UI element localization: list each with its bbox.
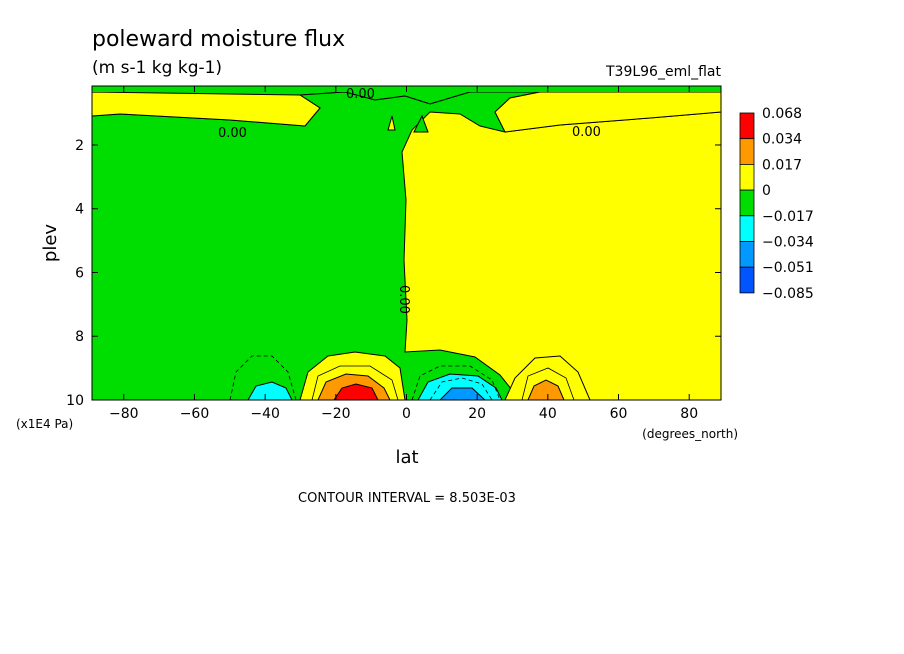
- chart-subtitle: (m s-1 kg kg-1): [92, 58, 222, 78]
- colorbar-swatch: [739, 163, 755, 191]
- y-tick-label: 2: [75, 138, 84, 154]
- solid-contours: [311, 365, 575, 400]
- colorbar-level-label: −0.017: [762, 209, 814, 225]
- contour-label-2: 0.00: [572, 125, 601, 140]
- negative-core-north: [417, 373, 503, 400]
- y-tick-label: 6: [75, 265, 84, 281]
- colorbar-swatch: [739, 266, 755, 294]
- positive-region-top-right: [494, 91, 721, 133]
- x-tick-label: 0: [402, 406, 411, 422]
- negative-core-north-inner: [439, 387, 486, 400]
- contour-labels: 0.00 0.00 0.00 0.00: [218, 87, 601, 314]
- y-axis-units: (x1E4 Pa): [16, 417, 73, 431]
- chart-title: poleward moisture flux: [92, 27, 345, 52]
- x-axis-units: (degrees_north): [642, 427, 738, 441]
- small-patch-a: [387, 115, 396, 131]
- positive-region-top-left: [92, 91, 321, 127]
- positive-core-north: [527, 379, 565, 400]
- contour-label-3: 0.00: [346, 87, 375, 102]
- y-tick-label: 8: [75, 329, 84, 345]
- colorbar-level-label: 0.068: [762, 106, 802, 122]
- contour-interval-note: CONTOUR INTERVAL = 8.503E-03: [298, 491, 516, 506]
- x-tick-label: −60: [180, 406, 210, 422]
- positive-core-south-2: [333, 383, 379, 400]
- colorbar-level-label: −0.051: [762, 260, 814, 276]
- x-tick-label: 80: [680, 406, 698, 422]
- colorbar-level-label: −0.034: [762, 235, 814, 251]
- y-axis: 2 4 6 8 10: [66, 138, 721, 409]
- contour-label-1: 0.00: [218, 126, 247, 141]
- x-tick-label: −20: [321, 406, 351, 422]
- y-tick-label: 10: [66, 393, 84, 409]
- colorbar-swatch: [739, 189, 755, 217]
- x-tick-label: −80: [109, 406, 139, 422]
- run-label: T39L96_eml_flat: [605, 64, 722, 80]
- x-tick-label: 20: [468, 406, 486, 422]
- x-tick-label: 60: [610, 406, 628, 422]
- y-tick-label: 4: [75, 202, 84, 218]
- colorbar-level-label: 0: [762, 183, 771, 199]
- x-axis-label: lat: [395, 447, 418, 468]
- colorbar-swatch: [739, 112, 755, 140]
- positive-lobe-north: [504, 355, 591, 400]
- colorbar: 0.068 0.034 0.017 0 −0.017 −0.034 −0.051 −0.085: [739, 106, 814, 302]
- dashed-contours: [229, 355, 501, 400]
- colorbar-swatch: [739, 215, 755, 242]
- y-axis-label: plev: [40, 224, 61, 263]
- small-patch-b: [413, 114, 429, 133]
- colorbar-level-label: 0.034: [762, 132, 802, 148]
- colorbar-level-label: 0.017: [762, 157, 802, 173]
- x-tick-label: 40: [539, 406, 557, 422]
- x-axis: −80 −60 −40 −20 0 20 40 60 80: [109, 86, 698, 422]
- colorbar-level-label: −0.085: [762, 286, 814, 302]
- contour-label-4: 0.00: [396, 285, 411, 314]
- colorbar-swatch: [739, 138, 755, 165]
- colorbar-swatch: [739, 241, 755, 268]
- plot-area: [92, 86, 721, 400]
- x-tick-label: −40: [250, 406, 280, 422]
- negative-core-south: [247, 381, 293, 400]
